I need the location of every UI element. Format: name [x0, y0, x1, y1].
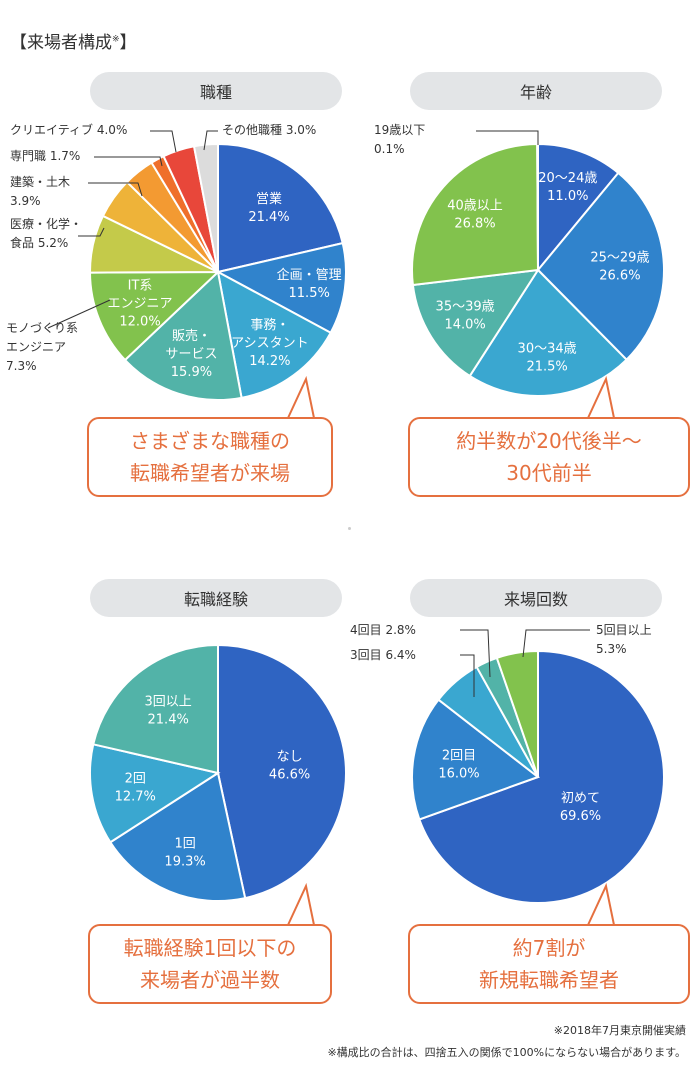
pie-slice-1-0	[537, 142, 620, 273]
slice-label-3-0: 初めて 69.6%	[560, 791, 601, 824]
job-type-pie-chart: 営業 21.4% 企画・管理 11.5% 事務・アシスタント 14.2% 販売・サービス 15…	[6, 122, 347, 419]
job-change-panel: 転職経験 なし 46.6% 1回 19.3% 2回 12.7% 3回以上 21.4% 転職経験…	[0, 547, 350, 1067]
pie-slice-0-10	[192, 142, 219, 273]
slice-label-0-6: 医療・化学・食品 5.2%	[10, 216, 82, 250]
slice-label-3-2: 3回目 6.4%	[350, 648, 416, 662]
leader-line-0-6	[78, 227, 105, 237]
pie-slice-1-5	[536, 142, 539, 271]
leader-line-0-7	[88, 182, 143, 197]
callout-tail-3	[587, 882, 615, 926]
footnote-date: ※2018年7月東京開催実績	[553, 1024, 686, 1037]
slice-label-0-7: 建築・土木 3.9%	[10, 174, 70, 208]
slice-label-0-4: IT系エンジニア 12.0%	[108, 278, 173, 329]
age-callout: 約半数が20代後半〜 30代前半	[408, 417, 690, 497]
pie-slice-1-4	[411, 142, 540, 287]
slice-label-2-1: 1回 19.3%	[164, 836, 205, 869]
job-change-pie-chart: なし 46.6% 1回 19.3%2回 12.7% 3回以上 21.4%	[89, 643, 347, 926]
leader-line-0-8	[94, 156, 163, 167]
slice-label-0-1: 企画・管理 11.5%	[277, 267, 342, 301]
slice-label-1-1: 25〜29歳 26.6%	[590, 250, 649, 283]
callout-line: 30代前半	[506, 461, 592, 485]
slice-label-0-2: 事務・アシスタント 14.2%	[231, 318, 308, 369]
callout-tail-0	[287, 375, 315, 419]
leader-line-3-2	[460, 654, 475, 697]
slice-label-3-1: 2回目 16.0%	[438, 748, 479, 781]
pie-slice-3-4	[495, 649, 539, 778]
pie-slice-0-1	[215, 241, 347, 335]
footnote-rounding: ※構成比の合計は、四捨五入の関係で100%にならない場合があります。	[327, 1046, 686, 1059]
leader-line-0-9	[150, 130, 177, 153]
slice-label-1-2: 30〜34歳 21.5%	[518, 342, 577, 375]
callout-line: さまざまな職種の	[130, 429, 290, 453]
pie-slice-3-0	[418, 649, 665, 904]
pie-slice-1-1	[536, 171, 665, 362]
job-change-title-tag: 転職経験	[90, 579, 342, 617]
slice-label-2-0: なし 46.6%	[269, 749, 310, 782]
pie-slice-0-4	[88, 270, 221, 362]
slice-label-0-0: 営業 21.4%	[248, 191, 289, 225]
slice-label-1-5: 19歳以下 0.1%	[374, 123, 425, 156]
callout-line: 約7割が	[512, 936, 586, 960]
job-change-callout: 転職経験1回以下の 来場者が過半数	[88, 924, 332, 1004]
visits-pie-chart: 初めて 69.6% 2回目 16.0% 3回目 6.4% 4回目 2.8% 5回目以上 5.3…	[350, 623, 665, 926]
visits-callout: 約7割が 新規転職希望者	[408, 924, 690, 1004]
slice-label-0-9: クリエイティブ 4.0%	[10, 122, 127, 137]
pie-slice-0-2	[216, 270, 333, 399]
leader-line-0-5	[47, 299, 111, 329]
pie-slice-0-3	[123, 270, 243, 401]
slice-label-3-4: 5回目以上 5.3%	[596, 623, 652, 656]
slice-label-0-10: その他職種 3.0%	[222, 123, 316, 137]
leader-line-3-3	[460, 629, 491, 678]
slice-label-3-3: 4回目 2.8%	[350, 623, 416, 637]
pie-slice-1-2	[468, 268, 628, 397]
leader-line-0-10	[203, 130, 218, 151]
pie-slice-2-0	[217, 643, 347, 900]
slice-label-2-3: 3回以上 21.4%	[145, 694, 192, 727]
slice-label-1-4: 40歳以上 26.8%	[447, 198, 503, 231]
pie-slice-1-3	[411, 268, 540, 378]
callout-line: 転職希望者が来場	[130, 461, 290, 485]
job-type-panel: 職種 営業 21.4% 企画・管理 11.5% 事務・アシスタント 14.2% 販売・サービ…	[0, 0, 350, 520]
slice-label-1-3: 35〜39歳 14.0%	[436, 300, 495, 333]
slice-label-0-8: 専門職 1.7%	[10, 149, 80, 163]
age-title-tag: 年齢	[410, 72, 662, 110]
age-pie-chart: 20〜24歳 11.0% 25〜29歳 26.6% 30〜34歳 21.5% 35〜39歳 1…	[374, 123, 665, 419]
slice-label-0-5: モノづくり系エンジニア 7.3%	[6, 321, 78, 373]
pie-slice-0-0	[217, 142, 344, 274]
pie-slice-2-2	[89, 743, 221, 844]
callout-tail-1	[587, 375, 615, 419]
callout-line: 約半数が20代後半〜	[456, 429, 642, 453]
callout-line: 転職経験1回以下の	[123, 936, 297, 960]
leader-line-1-5	[476, 130, 539, 145]
page-heading: 【来場者構成※】	[10, 33, 137, 53]
callout-line: 新規転職希望者	[479, 968, 619, 992]
pie-slice-3-1	[411, 698, 541, 821]
visits-panel: 来場回数 初めて 69.6% 2回目 16.0% 3回目 6.4% 4回目 2.8% 5回目…	[350, 547, 700, 1067]
slice-label-1-0: 20〜24歳 11.0%	[538, 171, 597, 204]
slice-label-2-2: 2回 12.7%	[115, 771, 156, 804]
leader-line-3-4	[522, 629, 590, 658]
pie-slice-2-3	[92, 643, 219, 775]
slice-label-0-3: 販売・サービス 15.9%	[165, 328, 217, 380]
age-panel: 年齢 20〜24歳 11.0% 25〜29歳 26.6% 30〜34歳 21.5% 35〜3…	[350, 0, 700, 520]
pie-slice-2-1	[108, 771, 247, 902]
job-type-callout: さまざまな職種の 転職希望者が来場	[87, 417, 333, 497]
job-type-title-tag: 職種	[90, 72, 342, 110]
callout-tail-2	[287, 882, 315, 926]
divider-dot	[348, 527, 351, 530]
callout-line: 来場者が過半数	[140, 968, 280, 992]
visits-title-tag: 来場回数	[410, 579, 662, 617]
